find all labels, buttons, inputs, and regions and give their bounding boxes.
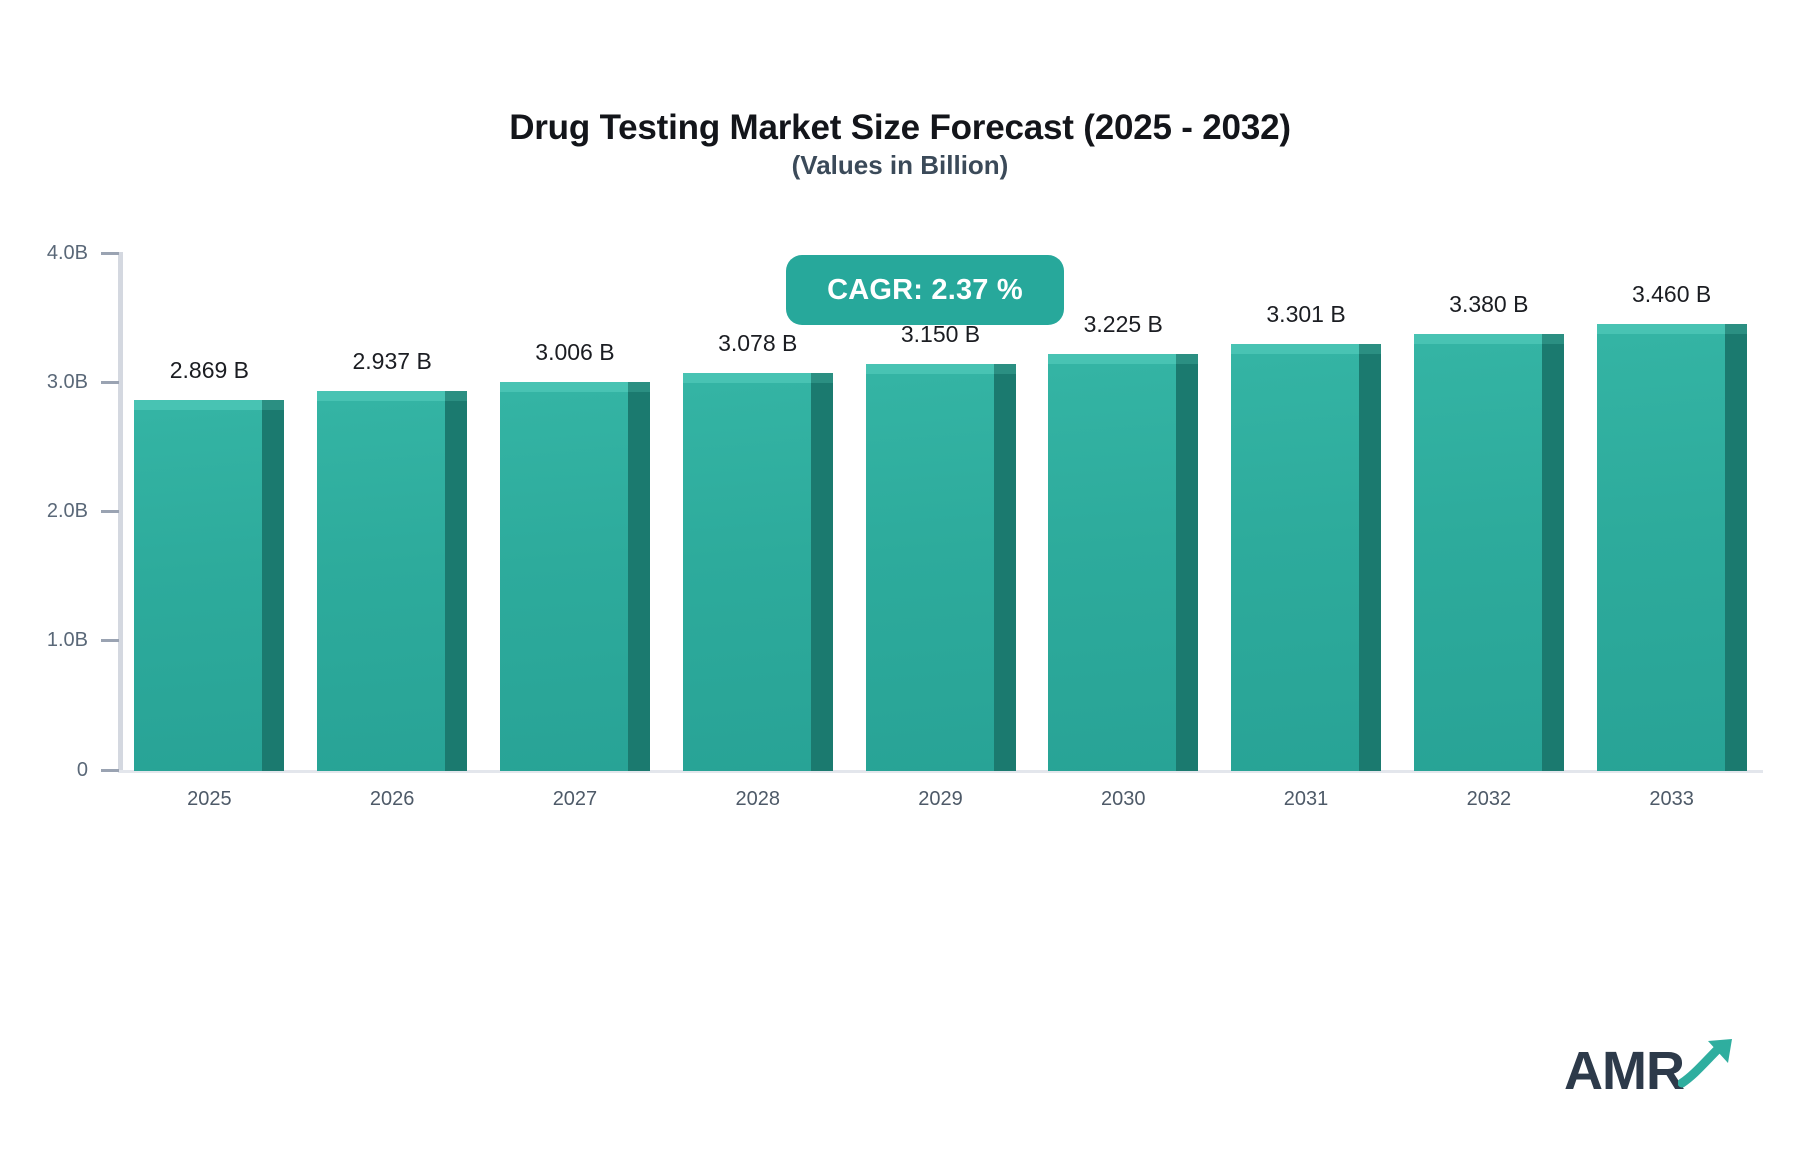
- bar-front-face: [682, 383, 811, 771]
- y-axis-tick-label: 0: [76, 758, 88, 781]
- amr-logo-text: AMR: [1564, 1041, 1685, 1101]
- bar-top-face: [1413, 334, 1542, 345]
- bar-front-face: [1413, 344, 1542, 771]
- y-axis-tick: 2.0B: [14, 500, 119, 522]
- bar-side-face: [1176, 364, 1199, 771]
- bar-top-face: [682, 373, 811, 384]
- x-axis-line: [118, 770, 1763, 773]
- chart-subtitle: (Values in Billion): [791, 150, 1009, 180]
- y-axis-tick-label: 4.0B: [46, 241, 88, 264]
- x-axis-label: 2026: [369, 788, 415, 810]
- cagr-badge: CAGR: 2.37 %: [786, 255, 1064, 325]
- bar-series: [118, 250, 1763, 771]
- bar-value-label: 3.225 B: [1083, 311, 1163, 338]
- bar-top-face: [317, 391, 446, 402]
- y-axis-tick-mark: [101, 380, 119, 384]
- bar-side-face: [810, 383, 833, 771]
- bar-side-face: [1541, 344, 1564, 771]
- bar-top-face: [1596, 323, 1725, 334]
- bar-top-face: [1048, 354, 1177, 365]
- chart-title: Drug Testing Market Size Forecast (2025 …: [509, 108, 1291, 147]
- bar-top-side-face: [627, 382, 650, 393]
- x-axis-label: 2029: [918, 788, 963, 810]
- bar-value-label: 3.006 B: [535, 339, 615, 366]
- bar-front-face: [134, 410, 263, 771]
- bar-front-face: [1596, 333, 1725, 771]
- bar: [134, 400, 285, 771]
- amr-logo: AMR: [1564, 1035, 1740, 1098]
- bar-top-face: [1231, 344, 1360, 355]
- bar-top-side-face: [993, 363, 1016, 374]
- bar: [1231, 344, 1382, 771]
- bar-front-face: [317, 401, 446, 771]
- bar-top-side-face: [1359, 344, 1382, 355]
- bar-value-label: 3.460 B: [1631, 280, 1712, 307]
- growth-arrow-icon: [1677, 1035, 1740, 1094]
- x-axis-label: 2032: [1466, 788, 1512, 810]
- cagr-badge-label: CAGR: 2.37 %: [827, 273, 1023, 306]
- y-axis-tick-label: 3.0B: [46, 370, 88, 393]
- bar-top-side-face: [262, 400, 285, 411]
- y-axis-tick-mark: [101, 768, 119, 772]
- y-axis-tick: 0: [14, 758, 119, 781]
- y-axis-tick-mark: [101, 510, 119, 513]
- bar-top-face: [865, 363, 994, 374]
- bar: [1596, 323, 1747, 771]
- y-axis-tick-mark: [101, 639, 119, 643]
- bar-front-face: [865, 373, 994, 771]
- bar-top-side-face: [1724, 323, 1747, 334]
- x-axis-label: 2030: [1101, 788, 1146, 810]
- bar: [499, 382, 650, 771]
- bar-front-face: [1231, 354, 1360, 771]
- bar-side-face: [993, 373, 1016, 771]
- y-axis-line: [118, 252, 123, 770]
- bar-side-face: [627, 392, 650, 771]
- bar-value-label: 3.380 B: [1449, 291, 1529, 318]
- bar-top-face: [499, 382, 628, 393]
- bar-top-side-face: [445, 391, 468, 402]
- bar-value-label: 3.301 B: [1266, 301, 1346, 328]
- bar-value-label: 2.937 B: [352, 348, 432, 375]
- bar: [865, 363, 1016, 771]
- bar-value-label: 2.869 B: [169, 357, 250, 384]
- bar-top-side-face: [810, 373, 833, 384]
- bar: [317, 391, 468, 771]
- y-axis-tick: 3.0B: [14, 370, 119, 393]
- bar-front-face: [499, 392, 628, 771]
- bar: [1048, 354, 1199, 771]
- x-axis-label: 2033: [1649, 788, 1694, 810]
- y-axis-tick: 4.0B: [14, 241, 119, 264]
- bar-side-face: [262, 410, 285, 771]
- bar-side-face: [1359, 354, 1382, 771]
- y-axis-tick: 1.0B: [14, 629, 119, 652]
- bar-top-face: [134, 400, 263, 411]
- x-axis-label: 2028: [735, 788, 780, 810]
- bar-top-side-face: [1541, 334, 1564, 345]
- y-axis-tick-label: 1.0B: [46, 629, 88, 652]
- bar-front-face: [1048, 364, 1177, 771]
- y-axis-tick-mark: [101, 251, 119, 255]
- bar-top-side-face: [1176, 354, 1199, 365]
- bar-value-label: 3.078 B: [718, 330, 798, 357]
- bar-side-face: [445, 401, 468, 771]
- x-axis-label: 2027: [552, 788, 598, 810]
- y-axis-tick-label: 2.0B: [46, 500, 88, 522]
- bar: [1413, 334, 1564, 771]
- x-axis-label: 2025: [187, 788, 232, 810]
- bar: [682, 373, 833, 771]
- bar-value-label: 3.150 B: [900, 320, 981, 347]
- bar-side-face: [1724, 333, 1747, 771]
- x-axis-label: 2031: [1283, 788, 1329, 810]
